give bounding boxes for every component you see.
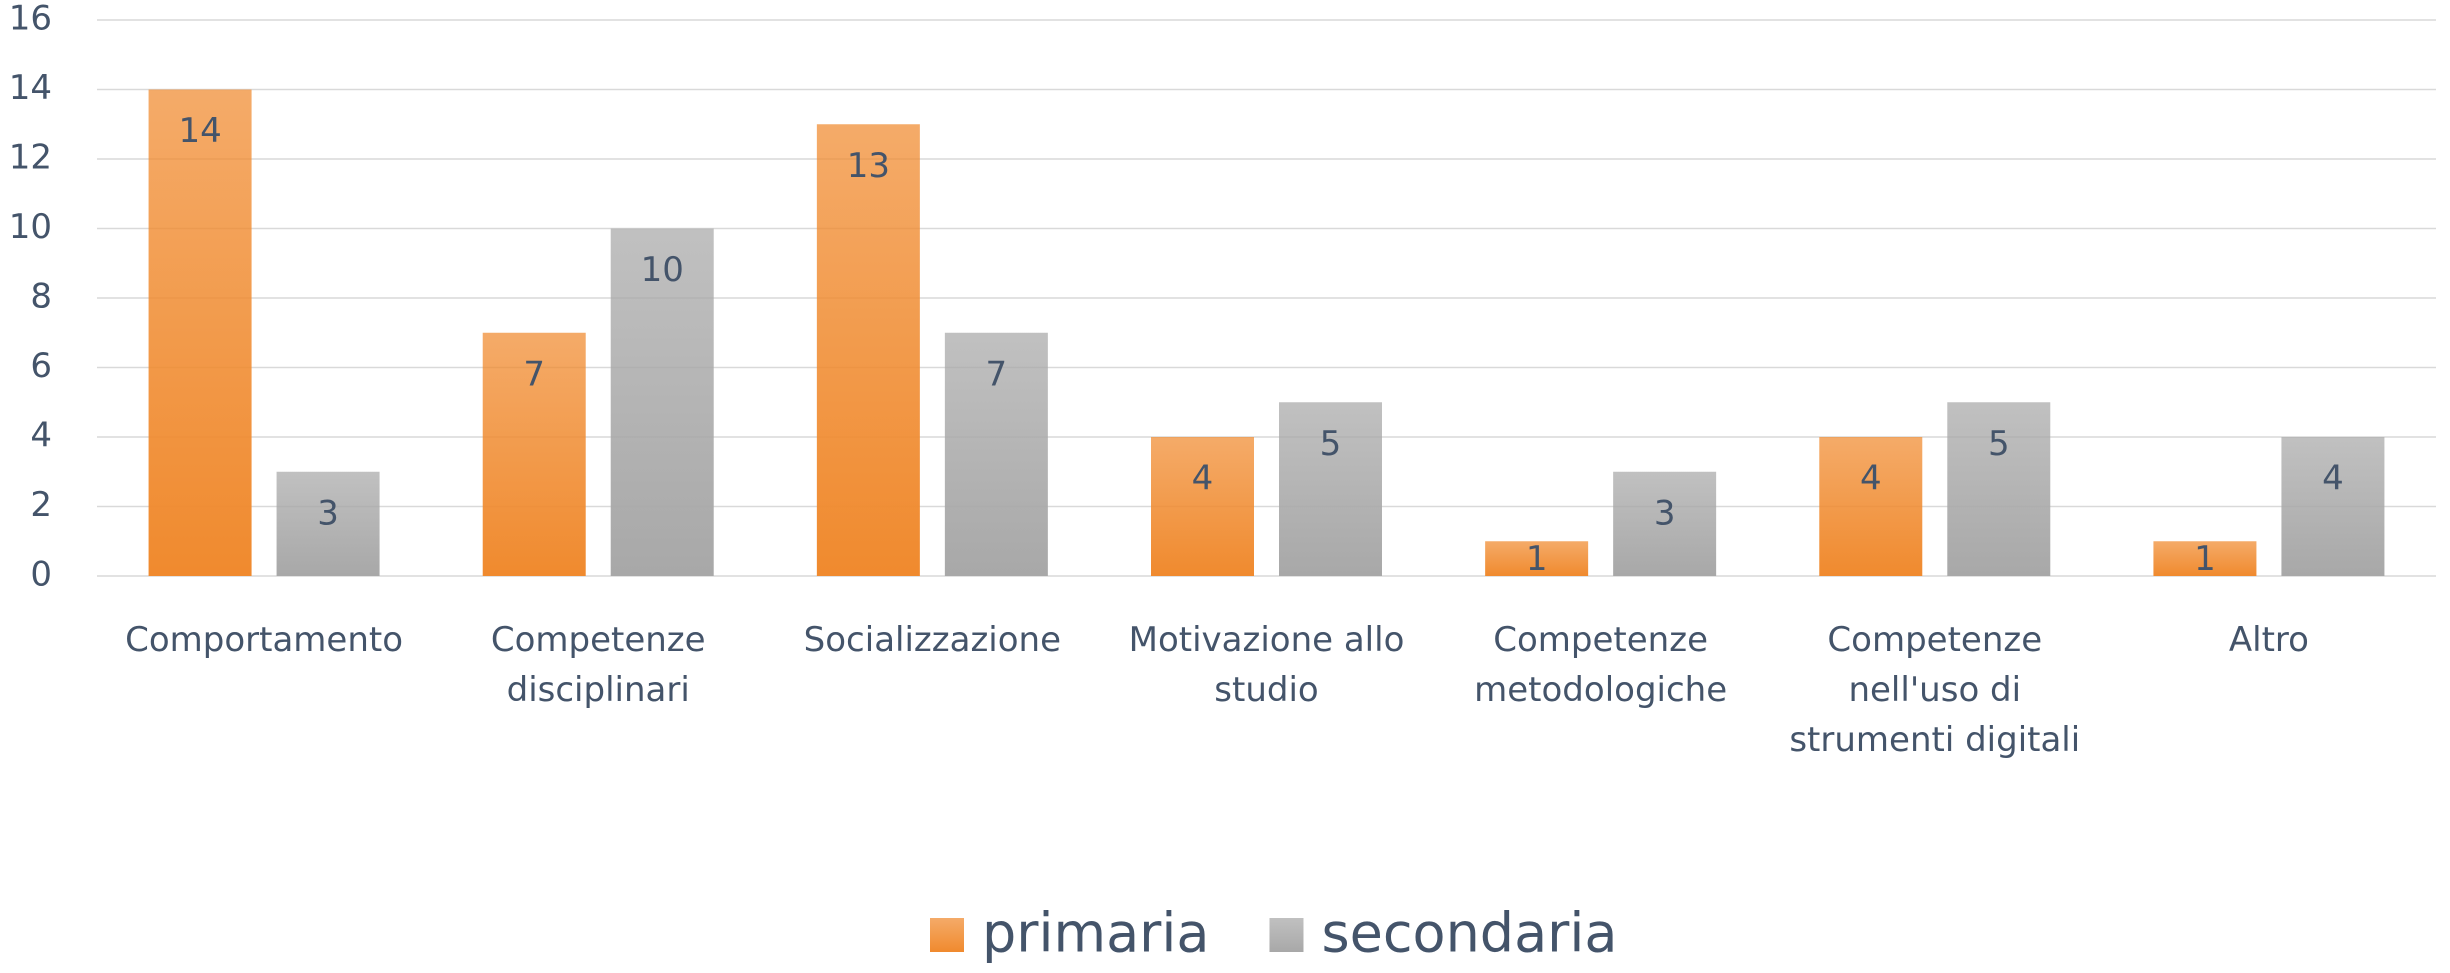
x-tick-label: Comportamento [125, 620, 404, 660]
y-tick-label: 0 [30, 555, 52, 595]
bar [1279, 402, 1382, 576]
y-tick-label: 16 [9, 0, 52, 39]
bar [1819, 437, 1923, 576]
data-label: 3 [317, 493, 339, 533]
data-label: 7 [986, 354, 1008, 394]
data-label: 4 [1192, 459, 1214, 499]
bar [1485, 541, 1589, 576]
data-label: 13 [847, 146, 890, 186]
bar [1151, 437, 1254, 576]
x-tick-label: Competenze nell'uso di strumenti digital… [1789, 620, 2081, 760]
bar [816, 124, 920, 576]
bar [1613, 471, 1717, 576]
data-label: 1 [1526, 539, 1548, 579]
y-tick-label: 14 [9, 68, 52, 108]
bar [2153, 541, 2257, 576]
x-tick-label: Motivazione allo studio [1128, 620, 1405, 710]
bar [1947, 402, 2051, 576]
y-tick-label: 4 [30, 416, 52, 456]
x-tick-label: Competenze metodologiche [1474, 620, 1728, 710]
bar [944, 332, 1048, 576]
y-tick-label: 2 [30, 485, 52, 525]
bar [2281, 437, 2385, 576]
x-tick-label: Altro [2228, 620, 2309, 660]
data-label: 14 [178, 111, 221, 151]
x-tick-label: Socializzazione [803, 620, 1062, 660]
y-tick-label: 12 [9, 138, 52, 178]
legend-label: primaria [982, 902, 1209, 965]
y-tick-label: 8 [30, 277, 52, 317]
data-label: 10 [641, 250, 684, 290]
data-label: 4 [2322, 459, 2344, 499]
data-label: 7 [523, 354, 545, 394]
data-label: 5 [1320, 424, 1342, 464]
y-tick-label: 6 [30, 346, 52, 386]
data-label: 5 [1988, 424, 2010, 464]
bar [148, 89, 252, 576]
data-label: 1 [2194, 539, 2216, 579]
x-tick-label: Competenze disciplinari [490, 620, 706, 710]
bar [610, 228, 714, 576]
y-tick-label: 10 [9, 207, 52, 247]
legend-swatch [930, 918, 964, 952]
data-label: 3 [1654, 493, 1676, 533]
bar [482, 332, 586, 576]
data-label: 4 [1860, 459, 1882, 499]
bar [276, 471, 380, 576]
legend-swatch [1269, 918, 1304, 952]
legend-label: secondaria [1321, 902, 1617, 965]
